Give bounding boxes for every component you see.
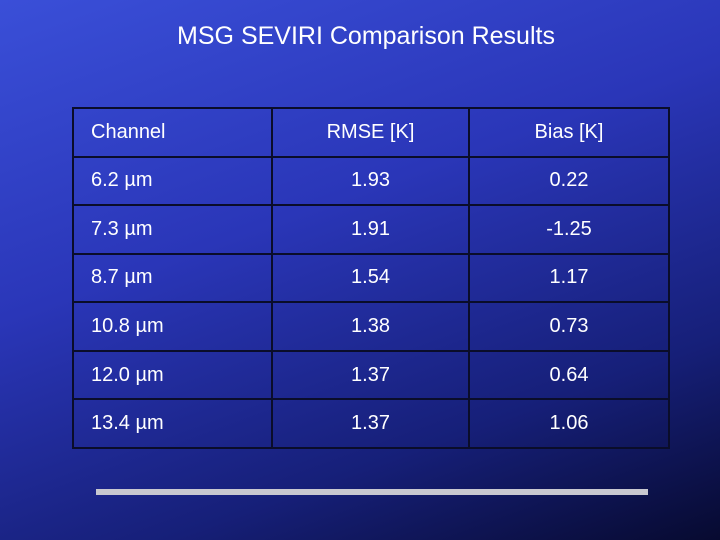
cell: 0.22 <box>468 155 670 207</box>
row-label: 13.4 µm <box>72 398 273 449</box>
data-row: 6.2 µm 1.93 0.22 <box>72 155 670 207</box>
column-header: Bias [K] <box>468 107 670 158</box>
column-header: Channel <box>72 107 273 158</box>
data-row: 10.8 µm 1.38 0.73 <box>72 301 670 352</box>
cell: 1.06 <box>468 398 670 449</box>
data-row: 12.0 µm 1.37 0.64 <box>72 349 670 401</box>
cell: -1.25 <box>468 204 670 255</box>
data-row: 13.4 µm 1.37 1.06 <box>72 398 670 449</box>
data-row: 8.7 µm 1.54 1.17 <box>72 252 670 304</box>
data-row: 7.3 µm 1.91 -1.25 <box>72 204 670 255</box>
header-row: Channel RMSE [K] Bias [K] <box>72 107 670 158</box>
row-label: 7.3 µm <box>72 204 273 255</box>
cell: 0.64 <box>468 349 670 401</box>
column-header: RMSE [K] <box>271 107 470 158</box>
cell: 1.54 <box>271 252 470 304</box>
cell: 1.38 <box>271 301 470 352</box>
cell: 1.91 <box>271 204 470 255</box>
row-label: 12.0 µm <box>72 349 273 401</box>
cell: 1.37 <box>271 398 470 449</box>
cell: 1.93 <box>271 155 470 207</box>
slide-title: MSG SEVIRI Comparison Results <box>177 22 555 50</box>
row-label: 10.8 µm <box>72 301 273 352</box>
results-table: Channel RMSE [K] Bias [K] 6.2 µm 1.93 0.22 7.3… <box>72 107 670 449</box>
cell: 0.73 <box>468 301 670 352</box>
cell: 1.37 <box>271 349 470 401</box>
row-label: 6.2 µm <box>72 155 273 207</box>
decorative-bar <box>96 489 648 495</box>
row-label: 8.7 µm <box>72 252 273 304</box>
cell: 1.17 <box>468 252 670 304</box>
